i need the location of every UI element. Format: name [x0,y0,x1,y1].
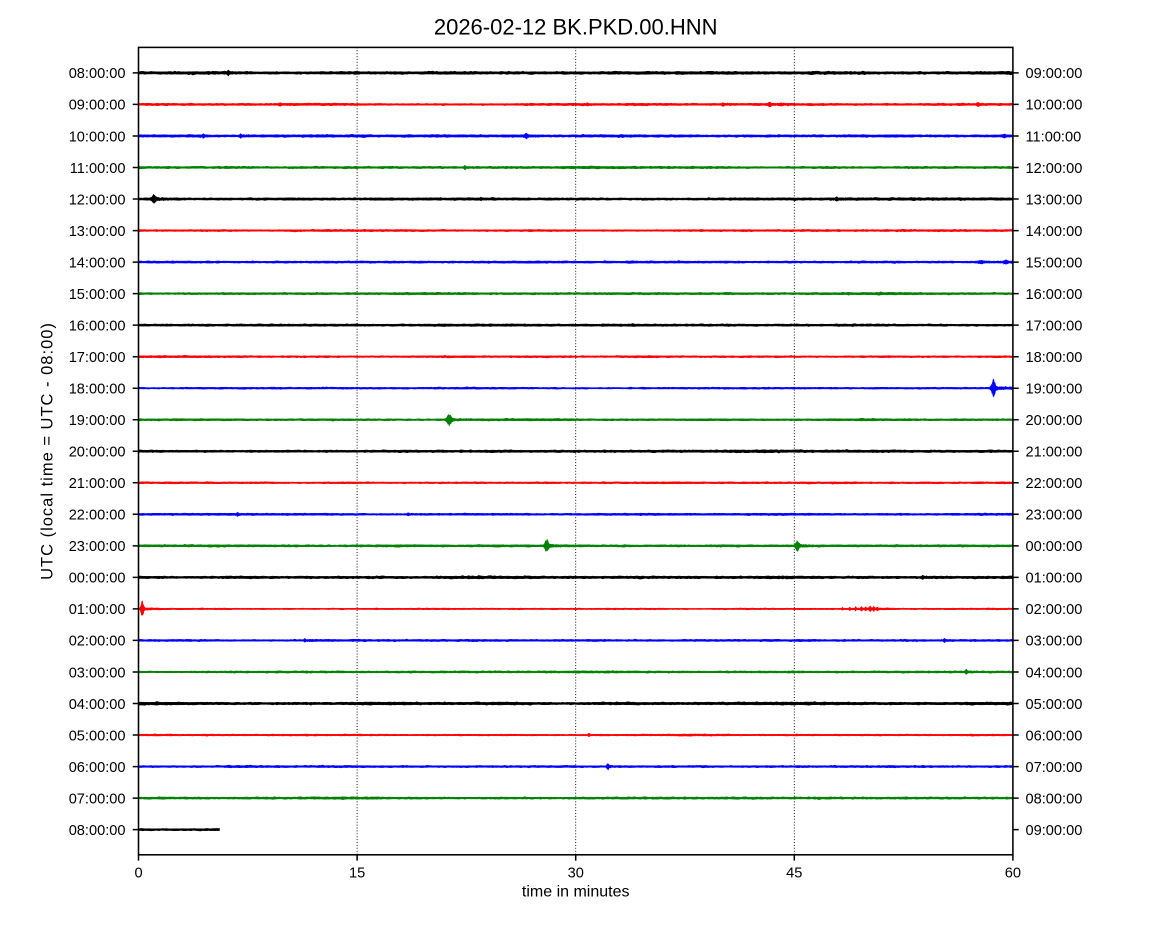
svg-text:03:00:00: 03:00:00 [69,665,126,681]
svg-text:07:00:00: 07:00:00 [1026,760,1083,776]
svg-text:06:00:00: 06:00:00 [1026,728,1083,744]
svg-text:05:00:00: 05:00:00 [69,728,126,744]
svg-text:10:00:00: 10:00:00 [69,129,126,145]
svg-text:22:00:00: 22:00:00 [69,508,126,524]
svg-text:15: 15 [349,865,365,881]
svg-text:06:00:00: 06:00:00 [69,760,126,776]
svg-text:45: 45 [786,865,802,881]
svg-text:04:00:00: 04:00:00 [69,697,126,713]
svg-text:10:00:00: 10:00:00 [1026,98,1083,114]
svg-text:15:00:00: 15:00:00 [69,287,126,303]
svg-text:20:00:00: 20:00:00 [1026,413,1083,429]
svg-text:12:00:00: 12:00:00 [69,192,126,208]
svg-text:14:00:00: 14:00:00 [1026,224,1083,240]
svg-text:22:00:00: 22:00:00 [1026,476,1083,492]
svg-text:12:00:00: 12:00:00 [1026,161,1083,177]
svg-text:21:00:00: 21:00:00 [69,476,126,492]
svg-text:02:00:00: 02:00:00 [1026,602,1083,618]
svg-text:08:00:00: 08:00:00 [1026,791,1083,807]
svg-text:01:00:00: 01:00:00 [69,602,126,618]
svg-text:23:00:00: 23:00:00 [69,539,126,555]
svg-text:23:00:00: 23:00:00 [1026,508,1083,524]
svg-text:05:00:00: 05:00:00 [1026,697,1083,713]
svg-text:11:00:00: 11:00:00 [1026,129,1082,145]
svg-text:07:00:00: 07:00:00 [69,791,126,807]
svg-text:03:00:00: 03:00:00 [1026,634,1083,650]
svg-text:00:00:00: 00:00:00 [1026,539,1083,555]
svg-text:time in minutes: time in minutes [522,884,630,901]
svg-text:16:00:00: 16:00:00 [1026,287,1083,303]
svg-text:19:00:00: 19:00:00 [69,413,126,429]
svg-text:16:00:00: 16:00:00 [69,318,126,334]
svg-text:19:00:00: 19:00:00 [1026,382,1083,398]
svg-text:09:00:00: 09:00:00 [1026,66,1083,82]
svg-text:13:00:00: 13:00:00 [1026,192,1083,208]
svg-text:00:00:00: 00:00:00 [69,571,126,587]
svg-text:20:00:00: 20:00:00 [69,445,126,461]
svg-text:2026-02-12 BK.PKD.00.HNN: 2026-02-12 BK.PKD.00.HNN [434,15,718,40]
svg-text:09:00:00: 09:00:00 [69,98,126,114]
svg-text:15:00:00: 15:00:00 [1026,255,1083,271]
svg-text:11:00:00: 11:00:00 [70,161,126,177]
svg-text:21:00:00: 21:00:00 [1026,445,1083,461]
svg-text:02:00:00: 02:00:00 [69,634,126,650]
svg-text:60: 60 [1005,865,1021,881]
svg-text:04:00:00: 04:00:00 [1026,665,1083,681]
svg-text:09:00:00: 09:00:00 [1026,823,1083,839]
svg-text:UTC (local time = UTC - 08:00): UTC (local time = UTC - 08:00) [38,322,56,580]
svg-text:17:00:00: 17:00:00 [1026,318,1083,334]
svg-text:14:00:00: 14:00:00 [69,255,126,271]
svg-text:01:00:00: 01:00:00 [1026,571,1083,587]
svg-text:30: 30 [568,865,584,881]
svg-text:17:00:00: 17:00:00 [69,350,126,366]
svg-text:08:00:00: 08:00:00 [69,66,126,82]
svg-text:08:00:00: 08:00:00 [69,823,126,839]
svg-text:18:00:00: 18:00:00 [1026,350,1083,366]
svg-text:13:00:00: 13:00:00 [69,224,126,240]
svg-text:18:00:00: 18:00:00 [69,382,126,398]
svg-text:0: 0 [134,865,142,881]
